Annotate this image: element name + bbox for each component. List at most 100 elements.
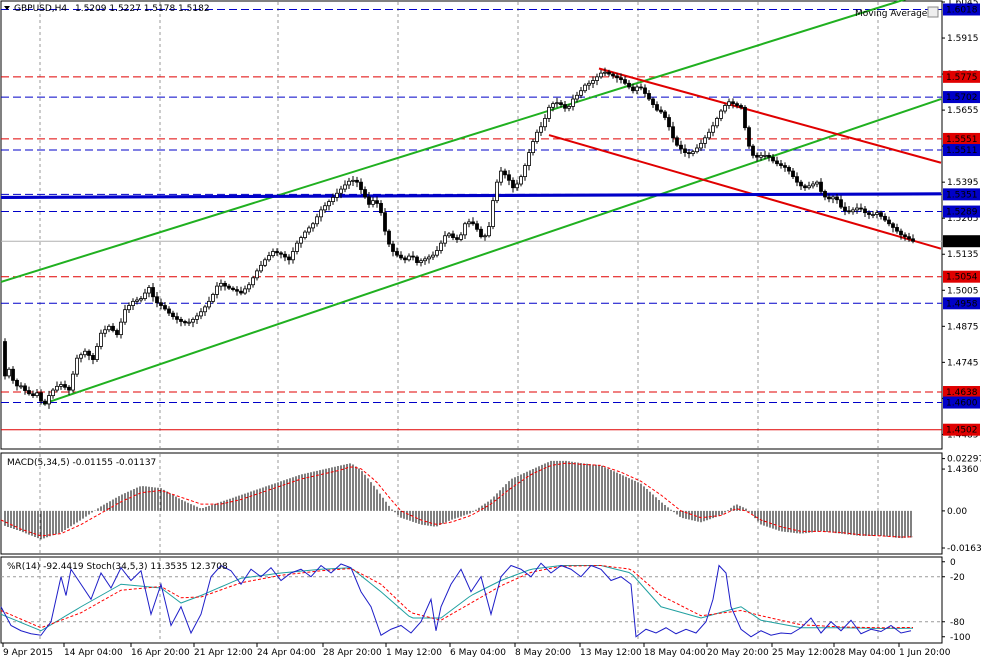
candle-body [387, 230, 391, 245]
candle-body [203, 306, 207, 313]
candle-body [119, 321, 123, 336]
blue-horizontal-upper [0, 192, 942, 198]
candle-body [151, 287, 155, 298]
stochastic-panel[interactable]: 0 -20 -80 -100 %R(14) -92.4419 Stoch(34,5,3… [0, 556, 971, 644]
level-label: 1.5775 [946, 73, 978, 83]
candle-body [751, 145, 755, 156]
candle-body [539, 126, 543, 133]
candle-body [719, 110, 723, 119]
candle-body [487, 226, 491, 237]
candle-body [479, 228, 483, 238]
candle-body [311, 223, 315, 229]
level-label: 1.5551 [946, 135, 978, 145]
indicator-settings-icon[interactable] [927, 6, 939, 18]
macd-panel[interactable]: 0.02297 0.00 -0.0163 MACD(5,34,5) -0.01155… [0, 452, 981, 555]
candle-body [259, 264, 263, 272]
price-tick-label: 1.4360 [947, 465, 979, 475]
candle-body [107, 325, 111, 331]
time-tick-label: 1 Jun 20:00 [899, 648, 951, 658]
price-tick-label: 1.4875 [947, 322, 979, 332]
level-label: 1.5511 [946, 146, 978, 156]
level-label: 1.5351 [946, 190, 978, 200]
candle-body [79, 354, 83, 359]
candle-body [423, 258, 427, 262]
horizontal-levels [1, 8, 942, 431]
candle-body [3, 341, 7, 377]
price-tick-label: 1.5005 [947, 286, 979, 296]
candle-body [835, 196, 839, 201]
candle-body [723, 105, 727, 112]
candle-body [159, 302, 163, 306]
candle-body [903, 234, 907, 238]
candle-body [179, 318, 183, 322]
candle-body [531, 141, 535, 154]
candle-body [171, 312, 175, 318]
candle-body [183, 321, 187, 324]
green-channel-lower [42, 98, 942, 405]
indicator-name: Moving Average [855, 9, 928, 19]
candle-body [891, 223, 895, 228]
candle-body [63, 384, 67, 388]
candle-body [783, 165, 787, 168]
candle-body [651, 98, 655, 105]
level-label-box [943, 3, 980, 16]
candle-body [659, 109, 663, 113]
candle-body [799, 181, 803, 187]
candle-body [715, 118, 719, 127]
level-label-box [943, 423, 980, 436]
candle-body [135, 299, 139, 302]
candle-body [475, 223, 479, 230]
candle-body [739, 105, 743, 108]
candle-body [583, 84, 587, 92]
candle-body [743, 106, 747, 129]
candle-body [611, 73, 615, 77]
level-label: 1.5054 [946, 273, 978, 283]
green-channel-upper [0, 0, 907, 283]
time-tick-label: 24 Apr 04:00 [257, 648, 316, 658]
candle-body [483, 235, 487, 238]
candle-body [687, 152, 691, 155]
main-price-panel[interactable]: 1.60451.59151.57851.56551.55251.53951.52… [0, 0, 980, 475]
price-tick-label: 1.4745 [947, 358, 979, 368]
candle-body [591, 80, 595, 84]
candle-body [403, 257, 407, 261]
level-label: 1.5289 [946, 208, 978, 218]
candle-body [595, 76, 599, 81]
candle-body [215, 285, 219, 295]
candle-body [871, 214, 875, 216]
candle-body [771, 156, 775, 162]
candle-body [855, 207, 859, 211]
candle-body [679, 144, 683, 150]
candle-body [211, 294, 215, 302]
trend-lines [0, 0, 942, 405]
candle-body [43, 400, 47, 405]
candle-body [827, 196, 831, 200]
candle-body [263, 259, 267, 266]
stochastic-title: %R(14) -92.4419 Stoch(34,5,3) 11.3535 12… [7, 562, 228, 572]
candle-body [471, 221, 475, 225]
time-tick-label: 18 May 04:00 [644, 648, 706, 658]
candle-body [235, 289, 239, 292]
price-tick-label: 1.5265 [947, 214, 979, 224]
level-label: 1.4638 [946, 388, 978, 398]
candle-body [439, 242, 443, 251]
stochastic-tick-label: 0 [950, 558, 956, 568]
candle-body [27, 390, 31, 395]
current-price-box [943, 235, 980, 248]
candle-body [551, 103, 555, 108]
time-tick-label: 9 Apr 2015 [3, 648, 53, 658]
level-label-box [943, 144, 980, 157]
candle-body [335, 192, 339, 198]
candle-body [51, 389, 55, 397]
price-tick-label: 1.5395 [947, 178, 979, 188]
candle-body [359, 181, 363, 190]
candle-body [307, 227, 311, 233]
level-label: 1.4958 [946, 299, 978, 309]
candle-body [83, 350, 87, 356]
candle-body [467, 221, 471, 225]
candle-body [455, 237, 459, 240]
candle-body [823, 191, 827, 198]
dropdown-arrow-icon[interactable] [4, 6, 10, 10]
